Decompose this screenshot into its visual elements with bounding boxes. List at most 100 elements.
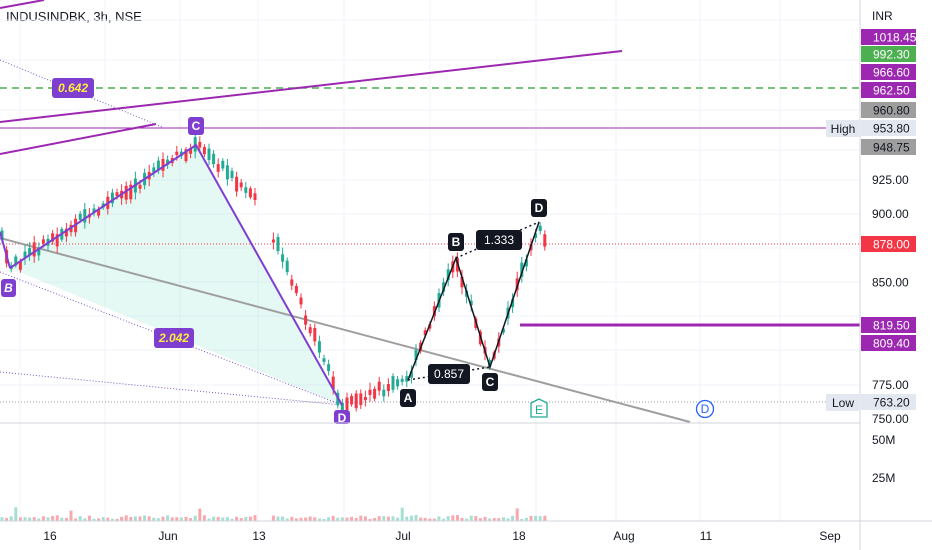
volume-bar (202, 515, 206, 521)
candle-body (212, 153, 216, 165)
svg-text:B: B (4, 281, 13, 295)
candle-body (41, 239, 45, 244)
volume-bar (87, 515, 91, 521)
ratio-label-0857: 0.857 (428, 364, 470, 384)
currency-label: INR (872, 9, 893, 23)
volume-bar (322, 518, 326, 521)
price-tag: 966.60 (861, 64, 916, 80)
point-label-right-b: B (448, 233, 464, 251)
volume-bar (207, 518, 211, 521)
candle-body (400, 378, 404, 382)
volume-bar (373, 517, 377, 521)
candle-body (340, 402, 344, 415)
candle-body (524, 259, 528, 267)
svg-text:0.857: 0.857 (434, 367, 464, 381)
volume-bar (184, 516, 188, 521)
volume-bar (377, 516, 381, 521)
ratio-label-0642: 0.642 (52, 78, 94, 98)
point-label-right-c: C (482, 373, 498, 391)
volume-bar (460, 517, 464, 521)
point-label-left-d: D (334, 410, 350, 425)
pattern-fill-left (10, 145, 342, 405)
candle-body (161, 158, 165, 171)
volume-bar (543, 515, 547, 521)
candle-body (391, 376, 395, 390)
candle-body (345, 397, 349, 411)
candle-body (377, 381, 381, 391)
candle-body (51, 233, 55, 242)
candle-body (359, 393, 363, 406)
candle-body (189, 148, 193, 154)
candle-body (317, 341, 321, 353)
volume-bar (37, 518, 41, 521)
volume-bar (175, 517, 179, 521)
volume-bar (437, 516, 441, 521)
volume-bar (55, 515, 59, 521)
candle-body (308, 327, 312, 334)
candle-body (469, 300, 473, 306)
price-tag: 992.30 (861, 46, 916, 62)
volume-bar (179, 517, 183, 521)
candle-body (423, 330, 427, 336)
candle-body (202, 147, 206, 155)
volume-bar (221, 517, 225, 521)
svg-text:A: A (404, 391, 413, 405)
price-tick-label: 850.00 (872, 275, 909, 289)
candle-body (363, 397, 367, 401)
candle-body (28, 248, 32, 256)
svg-text:960.80: 960.80 (873, 104, 910, 118)
channel-line-lower (0, 123, 157, 155)
time-tick-label: Aug (613, 529, 634, 543)
candle-body (442, 282, 446, 292)
candle-body (253, 193, 257, 200)
pattern-leg-xb (0, 231, 11, 269)
candle-body (414, 350, 418, 361)
volume-bar (23, 517, 27, 521)
volume-bar (248, 516, 252, 521)
svg-text:E: E (535, 403, 543, 417)
channel-line-upper (0, 50, 623, 123)
candle-body (97, 209, 101, 216)
volume-bar (327, 517, 331, 521)
volume-bar (359, 515, 363, 521)
volume-bar (446, 516, 450, 521)
candle-body (207, 148, 211, 161)
candle-body (350, 395, 354, 405)
candle-body (290, 279, 294, 286)
volume-bar (538, 516, 542, 521)
volume-bar (524, 517, 528, 521)
volume-bar (350, 516, 354, 521)
candle-body (14, 256, 18, 266)
time-tick-label: Jun (158, 529, 177, 543)
volume-bar (239, 518, 243, 521)
candle-body (55, 234, 59, 247)
volume-axis-ticks: 50M 25M (872, 433, 895, 485)
candle-body (281, 254, 285, 262)
earnings-marker[interactable]: E (530, 398, 548, 418)
volume-bar (147, 516, 151, 521)
candle-body (37, 247, 41, 256)
volume-bar (396, 517, 400, 521)
volume-bar (492, 518, 496, 521)
volume-tick-label: 25M (872, 471, 895, 485)
candle-body (534, 233, 538, 238)
candle-body (382, 389, 386, 397)
price-tags: 1018.45 992.30 966.60 962.50 960.80 953.80 948… (861, 29, 917, 410)
candle-body (354, 393, 358, 409)
svg-text:1.333: 1.333 (484, 233, 514, 247)
volume-bar (497, 518, 501, 521)
volume-bar (46, 517, 50, 521)
volume-bar (60, 517, 64, 521)
time-axis-ticks: 16 Jun 13 Jul 18 Aug 11 Sep (43, 529, 841, 543)
volume-bar (400, 507, 404, 521)
volume-bar (193, 515, 197, 521)
candle-body (244, 187, 248, 193)
dividend-marker[interactable]: D (695, 399, 715, 419)
volume-bar (69, 510, 73, 521)
svg-text:0.642: 0.642 (58, 81, 88, 95)
volume-bar (423, 517, 427, 521)
volume-bar (455, 515, 459, 521)
svg-text:966.60: 966.60 (873, 66, 910, 80)
time-tick-label: Sep (819, 529, 841, 543)
